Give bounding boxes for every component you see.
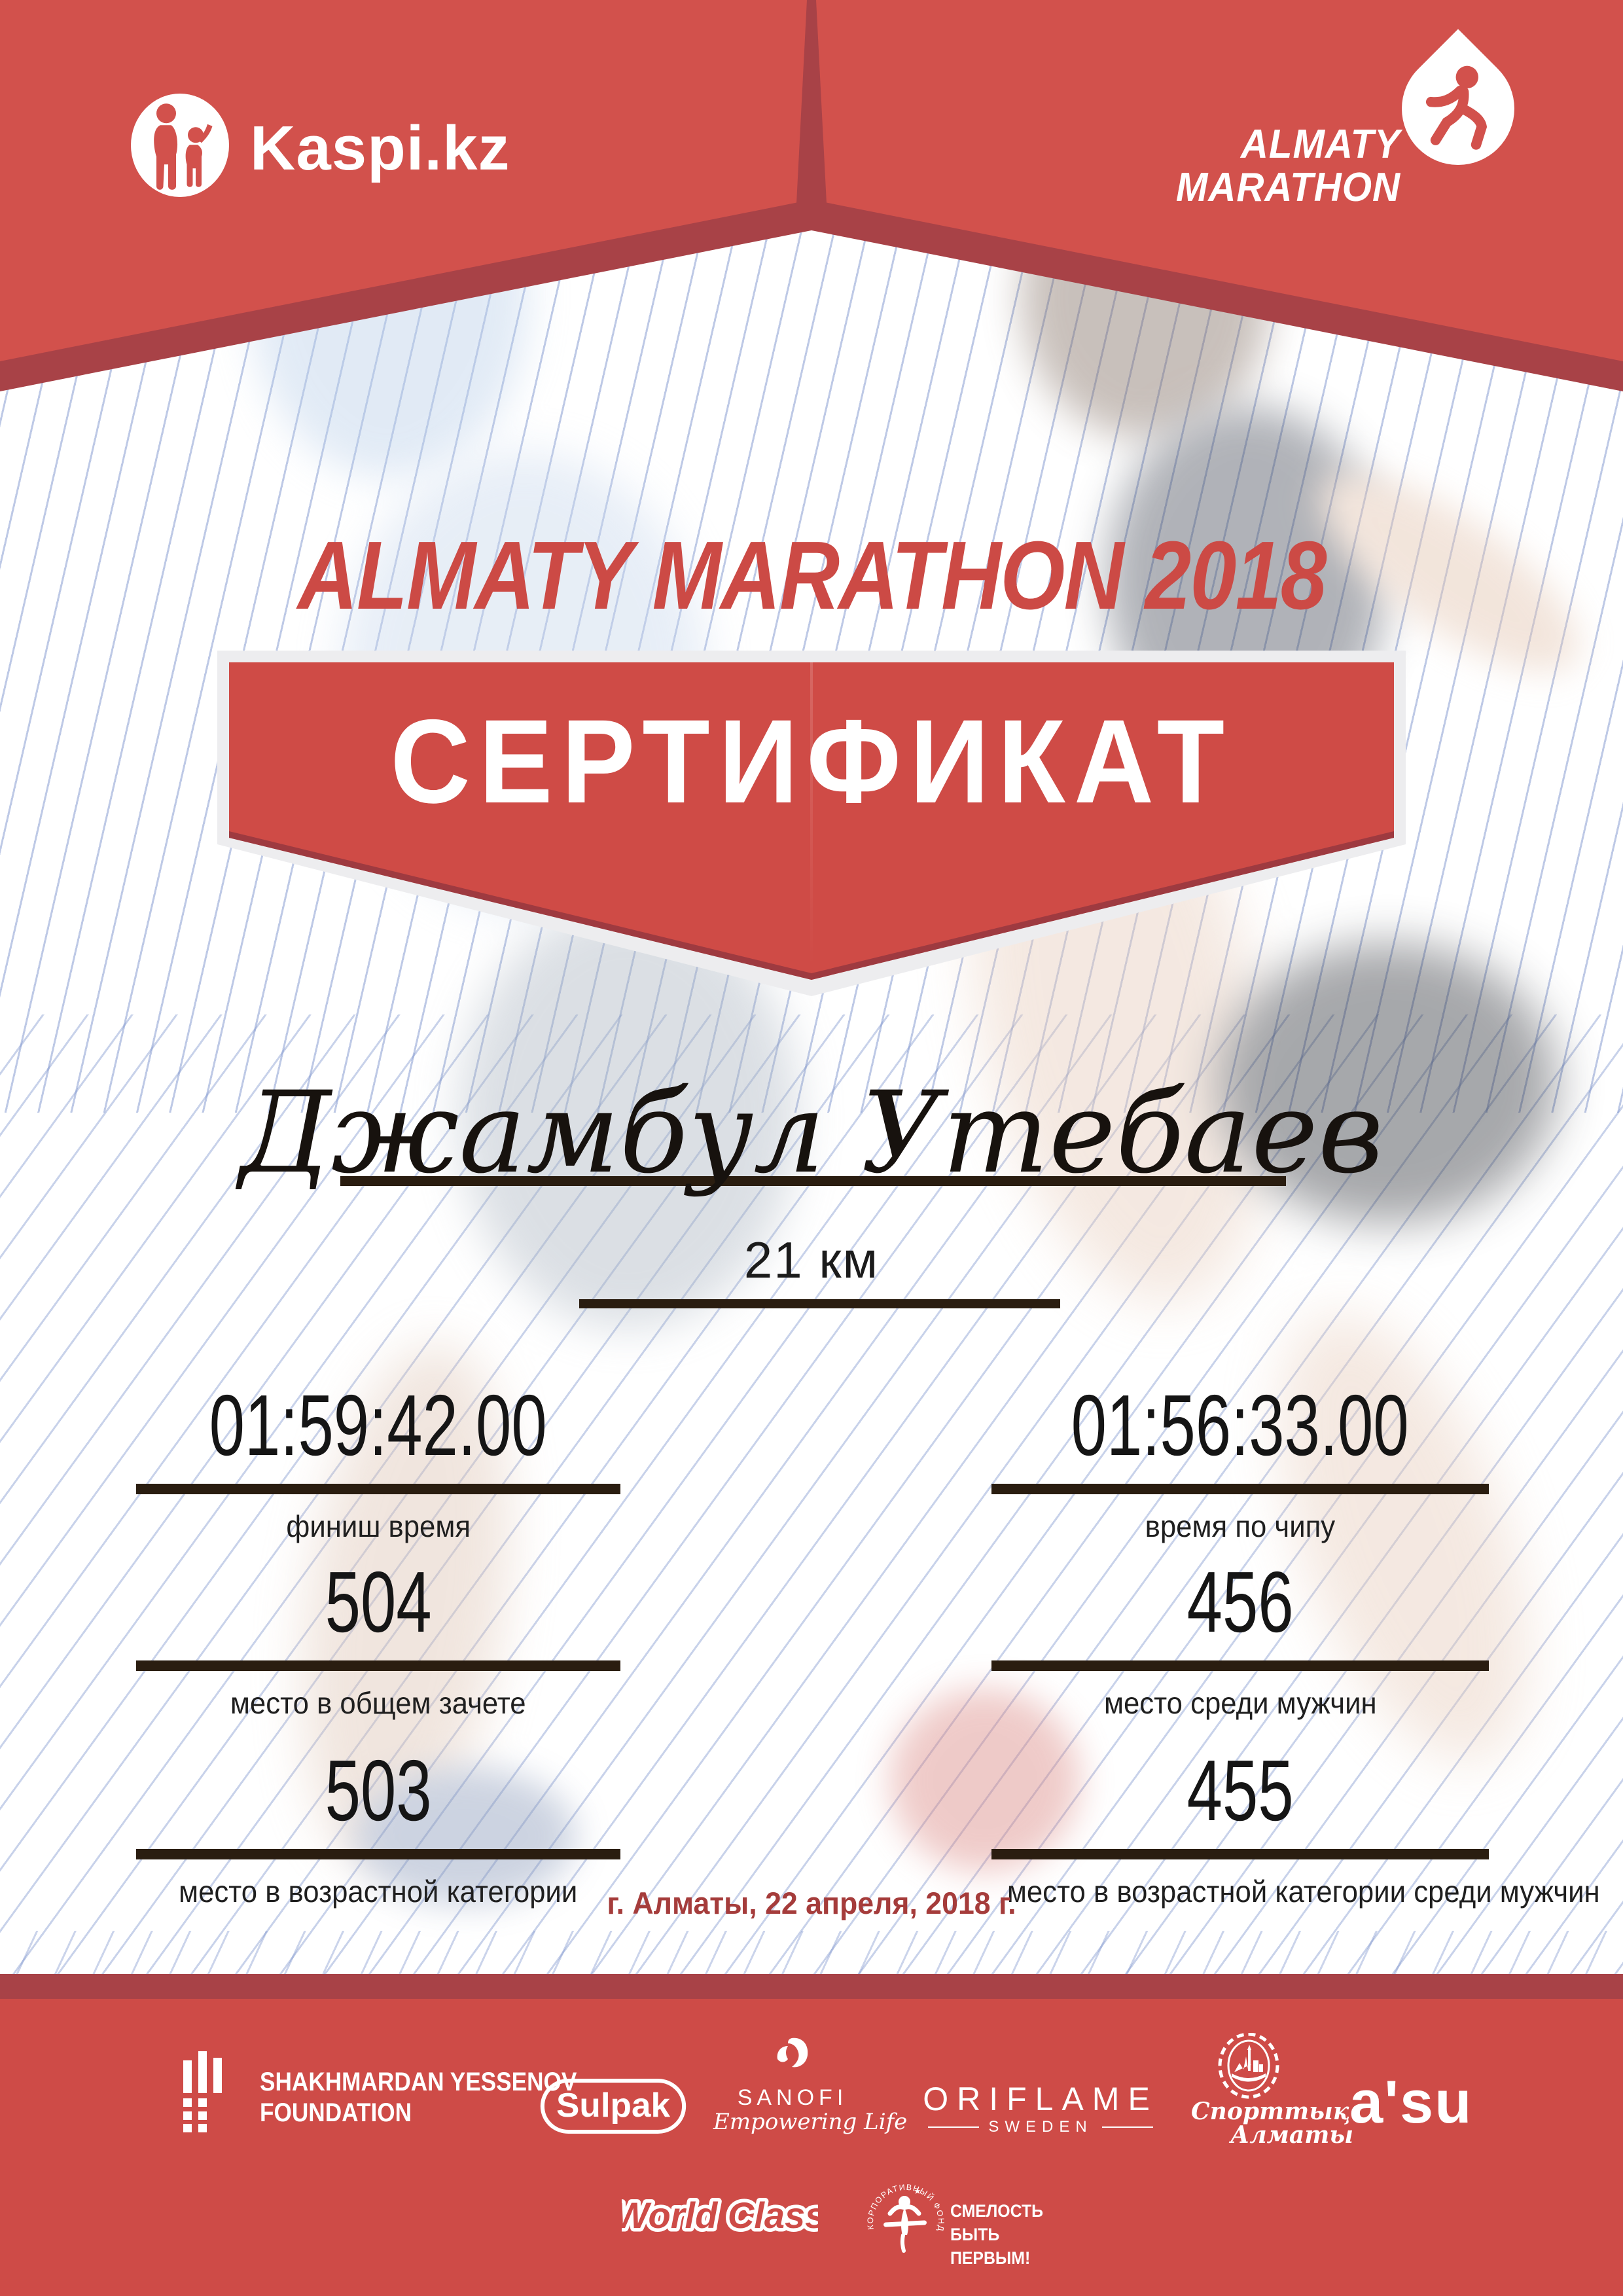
yessenov-foundation-logo xyxy=(183,2051,223,2136)
stat-label: время по чипу xyxy=(1145,1509,1336,1543)
ribbon-center-seam xyxy=(810,662,813,967)
sanofi-bird-icon xyxy=(770,2037,812,2086)
sport-almaty-line1: Спорттық xyxy=(1191,2098,1350,2125)
fond-logo: КОРПОРАТИВНЫЙ ФОНД ★ xyxy=(865,2172,946,2259)
stat-finish-time: 01:59:42.00 финиш время xyxy=(136,1376,620,1544)
stat-underline xyxy=(136,1660,620,1671)
oriflame-sub-text: SWEDEN xyxy=(988,2118,1093,2136)
stat-value: 01:59:42.00 xyxy=(209,1377,548,1473)
runner-glyph xyxy=(1425,65,1488,150)
yessenov-line1: SHAKHMARDAN YESSENOV xyxy=(260,2068,577,2096)
kaspi-logo-text: Kaspi.kz xyxy=(250,113,510,183)
sanofi-tagline: Empowering Life xyxy=(713,2109,908,2135)
bars-grid-icon xyxy=(183,2051,222,2132)
name-underline xyxy=(340,1176,1286,1186)
event-date: г. Алматы, 22 апреля, 2018 г. xyxy=(607,1886,1016,1920)
stat-value: 01:56:33.00 xyxy=(1071,1377,1410,1473)
distance-underline xyxy=(579,1299,1060,1308)
stat-label: место в общем зачете xyxy=(230,1686,526,1720)
finish-line-figure-icon: КОРПОРАТИВНЫЙ ФОНД ★ xyxy=(866,2183,945,2253)
event-title: ALMATY MARATHON 2018 xyxy=(297,522,1327,630)
svg-text:★: ★ xyxy=(914,2186,921,2196)
stat-gender-place: 456 место среди мужчин xyxy=(991,1552,1489,1721)
footer-dark-band xyxy=(0,1974,1623,1999)
fond-slogan: СМЕЛОСТЬ БЫТЬ ПЕРВЫМ! xyxy=(950,2199,1043,2270)
sulpak-logo: Sulpak xyxy=(540,2079,687,2134)
stat-value: 455 xyxy=(1186,1742,1294,1839)
almaty-marathon-line2: MARATHON xyxy=(1175,165,1400,210)
certificate-label: СЕРТИФИКАТ xyxy=(390,694,1233,828)
stat-value: 503 xyxy=(325,1742,432,1839)
fond-slogan-line1: СМЕЛОСТЬ xyxy=(950,2201,1043,2221)
sanofi-logo-text: SANOFI xyxy=(737,2085,848,2110)
world-class-text: World Class xyxy=(622,2195,818,2236)
stat-chip-time: 01:56:33.00 время по чипу xyxy=(991,1376,1489,1544)
city-emblem-icon xyxy=(1218,2032,1279,2099)
stat-age-category-place: 503 место в возрастной категории xyxy=(136,1741,620,1909)
fond-slogan-line3: ПЕРВЫМ! xyxy=(950,2248,1031,2268)
stat-value: 504 xyxy=(325,1554,432,1650)
stat-underline xyxy=(991,1660,1489,1671)
distance-value: 21 км xyxy=(743,1231,880,1289)
yessenov-line2: FOUNDATION xyxy=(260,2098,412,2127)
runner-teardrop-icon xyxy=(1378,29,1538,188)
stat-overall-place: 504 место в общем зачете xyxy=(136,1552,620,1721)
sport-almaty-text: Спорттық Алматы xyxy=(1191,2098,1353,2149)
oriflame-logo-text: ORIFLAME xyxy=(923,2081,1158,2117)
kaspi-logo-oval xyxy=(131,94,229,197)
world-class-logo: World Class xyxy=(611,2185,829,2250)
stat-label: место в возрастной категории xyxy=(179,1874,578,1909)
stat-underline xyxy=(136,1849,620,1859)
stat-age-category-gender-place: 455 место в возрастной категории среди м… xyxy=(991,1741,1600,1909)
recipient-name: Джамбул Утебаев xyxy=(239,1067,1384,1198)
almaty-marathon-logo-text: ALMATY MARATHON xyxy=(1105,123,1400,209)
sponsors-footer xyxy=(0,1999,1623,2296)
sport-almaty-emblem xyxy=(1217,2032,1280,2104)
kaspi-family-icon xyxy=(154,103,213,190)
almaty-marathon-line1: ALMATY xyxy=(1240,122,1400,167)
rule-line xyxy=(928,2126,980,2128)
stat-underline xyxy=(136,1484,620,1494)
fond-slogan-line2: БЫТЬ xyxy=(950,2225,1000,2244)
oriflame-sweden-row: SWEDEN xyxy=(928,2118,1153,2136)
stat-label: финиш время xyxy=(286,1509,471,1543)
yessenov-foundation-text: SHAKHMARDAN YESSENOV FOUNDATION xyxy=(260,2067,577,2128)
stat-label: место в возрастной категории среди мужчи… xyxy=(1007,1874,1600,1909)
stat-underline xyxy=(991,1484,1489,1494)
asu-logo-text: a'su xyxy=(1349,2069,1473,2136)
stat-underline xyxy=(991,1849,1489,1859)
stat-label: место среди мужчин xyxy=(1103,1686,1377,1720)
sport-almaty-line2: Алматы xyxy=(1230,2121,1353,2149)
rule-line xyxy=(1101,2126,1153,2128)
stat-value: 456 xyxy=(1186,1554,1294,1650)
